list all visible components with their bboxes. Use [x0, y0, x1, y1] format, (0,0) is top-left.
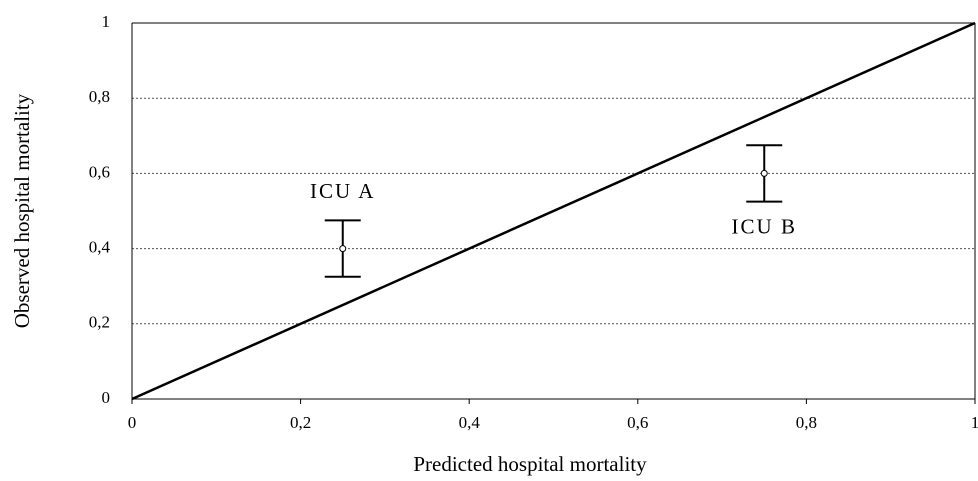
point-label: ICU B	[732, 214, 797, 238]
x-tick-label: 0,8	[796, 413, 817, 432]
y-tick-label: 0,6	[89, 162, 110, 181]
x-tick-label: 0,2	[290, 413, 311, 432]
reference-line	[131, 21, 976, 401]
x-tick-label: 1	[971, 413, 978, 432]
x-tick-label: 0	[128, 413, 137, 432]
y-axis-title: Observed hospital mortality	[10, 93, 34, 328]
y-tick-label: 0,2	[89, 313, 110, 332]
point	[339, 245, 347, 253]
point	[760, 169, 768, 177]
x-axis-title: Predicted hospital mortality	[413, 452, 647, 476]
point-label: ICU A	[310, 179, 375, 203]
y-tick-label: 0,8	[89, 87, 110, 106]
y-tick-label: 0	[102, 388, 111, 407]
x-tick-label: 0,4	[459, 413, 481, 432]
x-tick-label: 0,6	[627, 413, 648, 432]
y-tick-label: 1	[102, 12, 111, 31]
y-tick-label: 0,4	[89, 238, 111, 257]
